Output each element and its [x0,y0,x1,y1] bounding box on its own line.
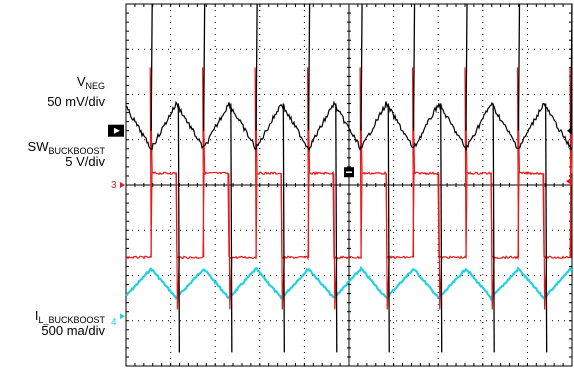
channel-marker-vneg-arrow [114,127,120,134]
traces [125,3,573,353]
series-il-buckboost [125,265,573,302]
channel-label-sw: SWBUCKBOOST [27,139,105,156]
vneg-spike-up [517,3,521,131]
vneg-spike-down [230,103,233,353]
vneg-spike-up [412,3,416,131]
sw-spike-up [516,67,521,258]
vneg-spike-up [307,3,311,131]
vneg-spike-down [282,103,285,353]
channel-marker-3: 3 [111,180,117,191]
sw-spike-up [254,67,258,258]
channel-label-vneg: VNEG [76,74,105,91]
vneg-spike-down [177,103,181,353]
vneg-spike-up [465,3,468,131]
vneg-spike-up [360,3,363,131]
channel-scale-il: 500 ma/div [41,323,105,338]
sw-spike-up [464,67,468,258]
markers [108,124,572,320]
sw-spike-up [202,67,206,258]
vneg-spike-down [545,103,548,353]
vneg-spike-down [440,103,443,353]
sw-spike-up [411,67,416,258]
channel-scale-vneg: 50 mV/div [47,94,105,109]
vneg-spike-up [203,3,206,131]
vneg-spike-up [150,3,153,131]
trigger-level-marker [566,177,572,186]
vneg-spike-down [387,103,390,353]
grid [125,3,573,367]
vneg-spike-up [255,3,258,131]
channel-arrow-3 [120,182,125,188]
channel-label-il: IL_BUCKBOOST [34,308,105,325]
sw-spike-up [569,67,573,258]
series-sw-buckboost [126,170,573,261]
vneg-spike-down [335,103,338,353]
trigger-level-marker-vneg [567,126,572,135]
vneg-spike-down [492,103,495,353]
channel-marker-4: 4 [111,317,117,328]
channel-scale-sw: 5 V/div [65,154,105,169]
series-vneg [125,100,573,152]
channel-arrow-4 [120,313,125,320]
vneg-spike-up [570,3,573,131]
sw-spike-up [359,67,363,258]
sw-spike-up [149,67,153,258]
sw-spike-up [306,67,311,258]
